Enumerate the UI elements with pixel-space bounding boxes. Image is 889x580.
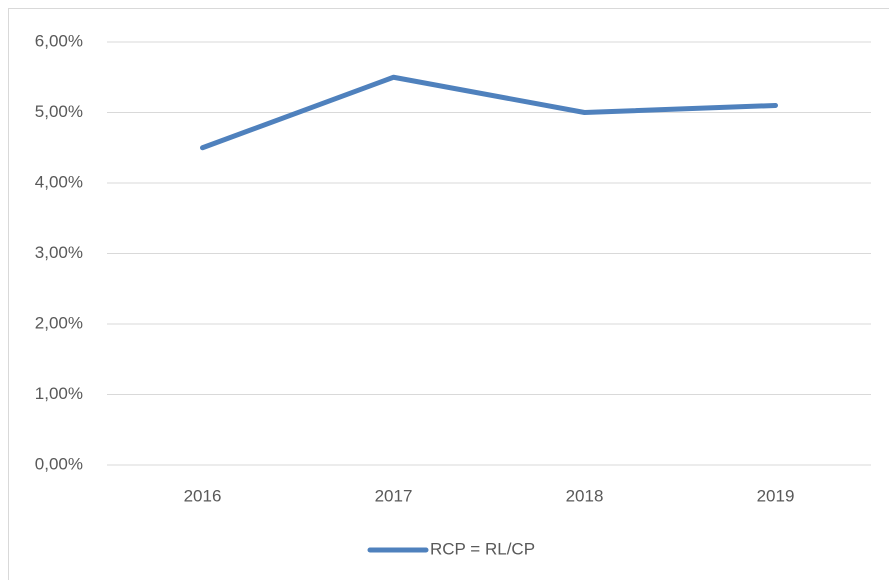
- legend-label: RCP = RL/CP: [430, 539, 535, 558]
- chart-border: [8, 8, 889, 580]
- y-tick-label: 3,00%: [35, 243, 83, 262]
- y-tick-label: 2,00%: [35, 313, 83, 332]
- y-tick-label: 4,00%: [35, 172, 83, 191]
- y-tick-label: 1,00%: [35, 384, 83, 403]
- x-tick-label: 2016: [184, 486, 222, 505]
- y-tick-label: 6,00%: [35, 31, 83, 50]
- x-tick-label: 2018: [566, 486, 604, 505]
- data-line: [200, 74, 778, 151]
- x-tick-label: 2017: [375, 486, 413, 505]
- x-tick-label: 2019: [757, 486, 795, 505]
- y-tick-label: 0,00%: [35, 454, 83, 473]
- y-tick-label: 5,00%: [35, 102, 83, 121]
